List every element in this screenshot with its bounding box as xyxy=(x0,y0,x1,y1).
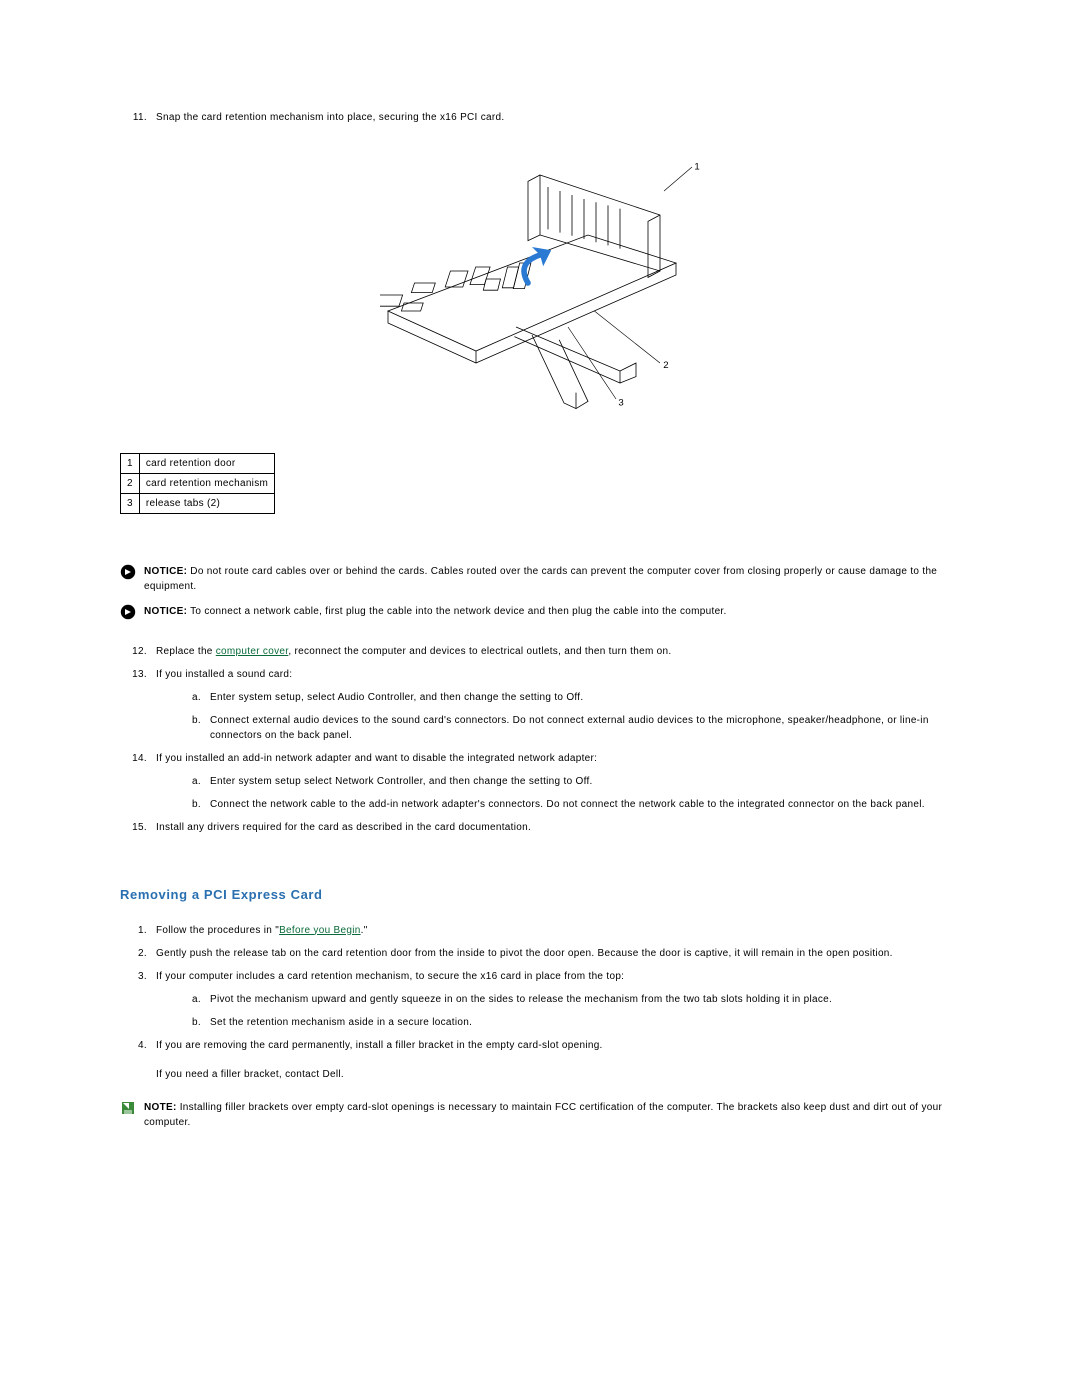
step-14: If you installed an add-in network adapt… xyxy=(150,751,960,812)
notice-block: NOTICE: To connect a network cable, firs… xyxy=(120,604,960,620)
table-row: 1 card retention door xyxy=(121,454,275,474)
section-title: Removing a PCI Express Card xyxy=(120,885,960,905)
notice-block: NOTICE: Do not route card cables over or… xyxy=(120,564,960,594)
step-12-post: , reconnect the computer and devices to … xyxy=(288,646,671,657)
diagram-container: 1 2 3 xyxy=(120,143,960,431)
callout-legend-table: 1 card retention door 2 card retention m… xyxy=(120,453,275,514)
rstep-1-post: ." xyxy=(361,925,368,936)
table-row: 2 card retention mechanism xyxy=(121,474,275,494)
callout-label: card retention door xyxy=(139,454,274,474)
step-12: Replace the computer cover, reconnect th… xyxy=(150,644,960,659)
notice-label: NOTICE: xyxy=(144,566,187,577)
before-you-begin-link[interactable]: Before you Begin xyxy=(279,925,361,936)
step-15-text: Install any drivers required for the car… xyxy=(156,822,531,833)
rstep-2-text: Gently push the release tab on the card … xyxy=(156,948,893,959)
notice-text: NOTICE: To connect a network cable, firs… xyxy=(144,604,960,619)
step-14a: Enter system setup select Network Contro… xyxy=(204,774,960,789)
notice-label: NOTICE: xyxy=(144,606,187,617)
step-13a: Enter system setup, select Audio Control… xyxy=(204,690,960,705)
note-block: NOTE: Installing filler brackets over em… xyxy=(120,1100,960,1130)
computer-cover-link[interactable]: computer cover xyxy=(216,646,289,657)
step-14b: Connect the network cable to the add-in … xyxy=(204,797,960,812)
step-14-text: If you installed an add-in network adapt… xyxy=(156,753,597,764)
rstep-4-text: If you are removing the card permanently… xyxy=(156,1040,603,1051)
notice-icon xyxy=(120,564,136,580)
notice-body: To connect a network cable, first plug t… xyxy=(187,606,726,617)
ordered-list-top: Snap the card retention mechanism into p… xyxy=(120,110,960,125)
notice-body: Do not route card cables over or behind … xyxy=(144,566,937,592)
rstep-1-pre: Follow the procedures in " xyxy=(156,925,279,936)
rstep-3-sublist: Pivot the mechanism upward and gently sq… xyxy=(156,992,960,1030)
rstep-3: If your computer includes a card retenti… xyxy=(150,969,960,1030)
step-15: Install any drivers required for the car… xyxy=(150,820,960,835)
note-icon xyxy=(120,1100,136,1116)
step-12-pre: Replace the xyxy=(156,646,216,657)
step-13: If you installed a sound card: Enter sys… xyxy=(150,667,960,743)
note-body: Installing filler brackets over empty ca… xyxy=(144,1102,942,1128)
rstep-4-extra: If you need a filler bracket, contact De… xyxy=(156,1067,960,1082)
rstep-3-text: If your computer includes a card retenti… xyxy=(156,971,624,982)
callout-1: 1 xyxy=(694,161,700,172)
step-11-text: Snap the card retention mechanism into p… xyxy=(156,112,504,123)
step-13b: Connect external audio devices to the so… xyxy=(204,713,960,743)
note-text: NOTE: Installing filler brackets over em… xyxy=(144,1100,960,1130)
ordered-list-removal: Follow the procedures in "Before you Beg… xyxy=(120,923,960,1082)
notice-icon xyxy=(120,604,136,620)
notice-text: NOTICE: Do not route card cables over or… xyxy=(144,564,960,594)
rstep-3a: Pivot the mechanism upward and gently sq… xyxy=(204,992,960,1007)
document-page: Snap the card retention mechanism into p… xyxy=(0,0,1080,1200)
callout-label: card retention mechanism xyxy=(139,474,274,494)
note-label: NOTE: xyxy=(144,1102,177,1113)
step-11: Snap the card retention mechanism into p… xyxy=(150,110,960,125)
callout-num: 2 xyxy=(121,474,140,494)
pci-diagram: 1 2 3 xyxy=(380,143,700,431)
rstep-1: Follow the procedures in "Before you Beg… xyxy=(150,923,960,938)
step-13-sublist: Enter system setup, select Audio Control… xyxy=(156,690,960,743)
ordered-list-mid: Replace the computer cover, reconnect th… xyxy=(120,644,960,835)
rstep-4: If you are removing the card permanently… xyxy=(150,1038,960,1082)
rstep-2: Gently push the release tab on the card … xyxy=(150,946,960,961)
rstep-3b: Set the retention mechanism aside in a s… xyxy=(204,1015,960,1030)
callout-2: 2 xyxy=(663,360,669,371)
step-13-text: If you installed a sound card: xyxy=(156,669,292,680)
callout-label: release tabs (2) xyxy=(139,494,274,514)
callout-num: 1 xyxy=(121,454,140,474)
callout-num: 3 xyxy=(121,494,140,514)
step-14-sublist: Enter system setup select Network Contro… xyxy=(156,774,960,812)
callout-3: 3 xyxy=(618,397,624,408)
table-row: 3 release tabs (2) xyxy=(121,494,275,514)
